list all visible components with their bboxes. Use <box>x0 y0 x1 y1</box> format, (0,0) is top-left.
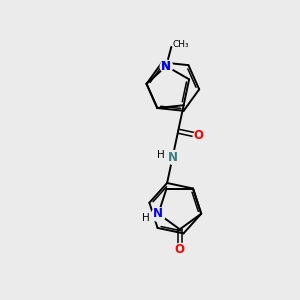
Text: O: O <box>194 129 204 142</box>
Text: N: N <box>168 151 178 164</box>
Text: N: N <box>161 60 171 73</box>
Text: H: H <box>157 150 165 160</box>
Text: N: N <box>153 207 163 220</box>
Text: CH₃: CH₃ <box>173 40 189 49</box>
Text: O: O <box>175 243 185 256</box>
Text: H: H <box>142 213 150 223</box>
Text: N: N <box>161 60 171 73</box>
